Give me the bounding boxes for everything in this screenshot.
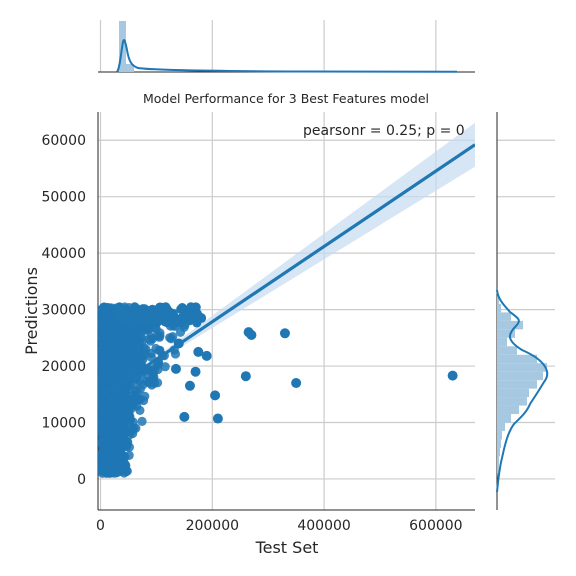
x-tick-labels: 0 200000 400000 600000 xyxy=(96,518,463,534)
x-tick-label: 200000 xyxy=(186,518,239,534)
scatter-point xyxy=(105,317,114,326)
scatter-point xyxy=(100,459,109,468)
scatter-point xyxy=(140,349,149,358)
scatter-point xyxy=(123,308,132,317)
scatter-point xyxy=(99,431,108,440)
marginal-y-bar xyxy=(497,304,501,312)
scatter-point xyxy=(114,426,123,435)
pearson-annotation: pearsonr = 0.25; p = 0 xyxy=(303,123,465,139)
y-tick-label: 60000 xyxy=(41,133,86,149)
scatter-outlier xyxy=(241,371,251,381)
marginal-y-bar xyxy=(497,422,505,430)
y-tick-label: 40000 xyxy=(41,246,86,262)
x-tick-label: 600000 xyxy=(409,518,462,534)
scatter-point xyxy=(105,410,114,419)
scatter-outlier xyxy=(179,412,189,422)
scatter-point xyxy=(126,415,135,424)
y-tick-labels: 0 10000 20000 30000 40000 50000 60000 xyxy=(41,133,86,488)
marginal-y-bar xyxy=(497,312,511,320)
marginal-y-bar xyxy=(497,448,500,456)
y-tick-label: 0 xyxy=(77,472,86,488)
marginal-y-bar xyxy=(497,397,527,405)
scatter-outlier xyxy=(210,390,220,400)
scatter-point xyxy=(135,316,144,325)
chart-title: Model Performance for 3 Best Features mo… xyxy=(143,91,429,106)
scatter-outlier xyxy=(246,330,256,340)
scatter-point xyxy=(165,333,174,342)
scatter-point xyxy=(128,395,137,404)
marginal-y-bar xyxy=(497,414,511,422)
y-tick-label: 30000 xyxy=(41,303,86,319)
scatter-point xyxy=(112,369,121,378)
scatter-point xyxy=(135,406,144,415)
scatter-point xyxy=(119,461,128,470)
marginal-y-bar xyxy=(497,355,537,363)
scatter-outlier xyxy=(185,381,195,391)
scatter-point xyxy=(141,377,150,386)
scatter-point xyxy=(127,356,136,365)
scatter-point xyxy=(186,302,195,311)
scatter-outliers xyxy=(171,313,458,423)
marginal-y-bar xyxy=(497,439,501,447)
y-axis-label: Predictions xyxy=(22,267,41,355)
marginal-x-grid xyxy=(101,20,436,72)
scatter-outlier xyxy=(171,364,181,374)
scatter-point xyxy=(115,399,124,408)
scatter-outlier xyxy=(193,347,203,357)
scatter-point xyxy=(122,442,131,451)
y-tick-label: 50000 xyxy=(41,190,86,206)
scatter-point xyxy=(108,330,117,339)
scatter-point xyxy=(178,312,187,321)
scatter-point xyxy=(100,302,109,311)
scatter-point xyxy=(144,306,153,315)
scatter-outlier xyxy=(191,367,201,377)
scatter-point xyxy=(101,443,110,452)
scatter-point xyxy=(125,451,134,460)
scatter-point xyxy=(176,328,185,337)
scatter-point xyxy=(162,305,171,314)
scatter-point xyxy=(128,336,137,345)
scatter-outlier xyxy=(213,414,223,424)
scatter-outlier xyxy=(280,328,290,338)
marginal-y-bar xyxy=(497,389,529,397)
scatter-point xyxy=(123,365,132,374)
regression-line xyxy=(98,145,475,399)
marginal-y-bar xyxy=(497,346,517,354)
x-axis-label: Test Set xyxy=(255,538,319,557)
marginal-x-kde xyxy=(117,40,457,72)
scatter-point xyxy=(162,318,171,327)
scatter-outlier xyxy=(448,371,458,381)
scatter-point xyxy=(99,399,108,408)
scatter-point xyxy=(99,363,108,372)
scatter-point xyxy=(152,318,161,327)
main-axes: 0 200000 400000 600000 0 10000 20000 30000 4000… xyxy=(22,91,475,557)
scatter-point xyxy=(119,348,128,357)
x-tick-label: 0 xyxy=(96,518,105,534)
scatter-point xyxy=(105,348,114,357)
x-tick-label: 400000 xyxy=(297,518,350,534)
scatter-point xyxy=(110,469,119,478)
scatter-outlier xyxy=(196,313,206,323)
y-tick-label: 20000 xyxy=(41,359,86,375)
y-tick-label: 10000 xyxy=(41,415,86,431)
marginal-y-bar xyxy=(497,456,499,464)
marginal-y-bar xyxy=(497,372,543,380)
scatter-outlier xyxy=(291,378,301,388)
marginal-y-bar xyxy=(497,406,519,414)
scatter-point xyxy=(130,302,139,311)
marginal-y-bar xyxy=(497,431,502,439)
marginal-y-grid xyxy=(497,140,555,479)
scatter-point xyxy=(99,334,108,343)
marginal-y-bar xyxy=(497,363,547,371)
marginal-y-bar xyxy=(497,338,507,346)
scatter-point xyxy=(137,417,146,426)
marginal-x-distribution xyxy=(98,20,475,72)
scatter-point xyxy=(155,333,164,342)
marginal-y-bar xyxy=(497,380,537,388)
scatter-point xyxy=(125,317,134,326)
marginal-y-distribution xyxy=(497,112,555,510)
scatter-point xyxy=(108,338,117,347)
scatter-point xyxy=(109,459,118,468)
